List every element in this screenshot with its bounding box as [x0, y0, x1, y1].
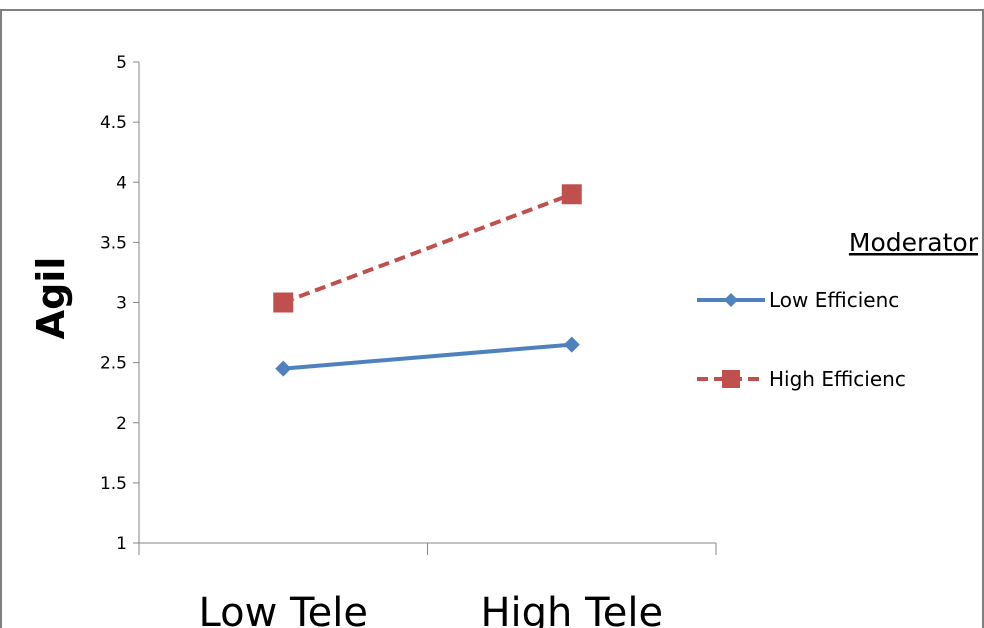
diamond-marker	[275, 360, 292, 377]
y-tick-label: 2.5	[100, 354, 127, 374]
x-category-label: High Tele	[480, 590, 663, 628]
chart-border	[0, 9, 984, 628]
y-tick-label: 4	[116, 173, 127, 193]
y-tick-label: 3	[116, 294, 127, 314]
legend-label: Low Efficienc	[769, 288, 899, 312]
y-tick-label: 3.5	[100, 233, 127, 253]
legend-item: Low Efficienc	[697, 288, 899, 312]
y-tick-label: 1	[116, 534, 127, 554]
square-marker	[561, 184, 582, 205]
legend: Moderator Low Efficienc High Efficienc	[697, 228, 979, 391]
x-axis: Low Tele High Tele	[138, 542, 717, 628]
series-line	[283, 342, 572, 371]
diamond-marker	[724, 293, 738, 307]
legend-item: High Efficienc	[697, 367, 906, 391]
series-line	[282, 192, 573, 305]
diamond-marker	[563, 336, 580, 353]
y-axis-title: Agil	[29, 257, 73, 340]
y-tick-label: 1.5	[100, 474, 127, 494]
y-tick-label: 5	[116, 53, 127, 73]
series-high-efficienc	[273, 184, 582, 313]
x-category-label: Low Tele	[199, 590, 368, 628]
series-low-efficienc	[275, 336, 580, 377]
square-marker	[722, 370, 740, 388]
y-tick-label: 4.5	[100, 113, 127, 133]
legend-label: High Efficienc	[769, 367, 906, 391]
y-axis: 1 1.5 2 2.5 3 3.5 4 4.5 5	[100, 53, 140, 554]
square-marker	[273, 292, 294, 313]
series-layer	[273, 184, 582, 377]
y-tick-label: 2	[116, 414, 127, 434]
legend-title: Moderator	[849, 228, 979, 257]
